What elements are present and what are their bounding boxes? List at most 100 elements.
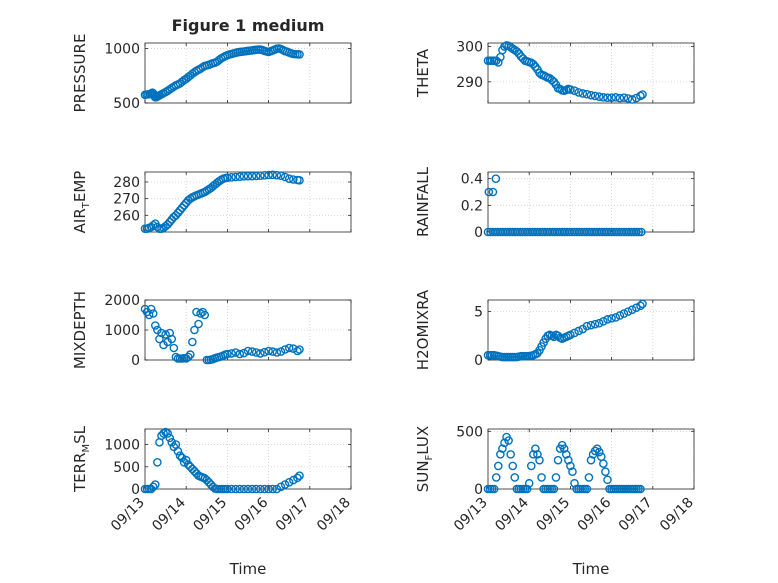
y-tick-label: 500 <box>113 96 140 112</box>
x-tick-label: 09/17 <box>273 495 313 535</box>
data-point <box>171 352 181 362</box>
data-point <box>235 349 245 359</box>
y-tick-label: 290 <box>456 75 483 91</box>
data-point <box>594 447 604 457</box>
data-point <box>636 484 645 494</box>
data-point <box>599 316 608 326</box>
data-point <box>153 458 162 467</box>
data-point <box>632 227 641 237</box>
data-point <box>175 451 185 460</box>
data-point <box>594 92 604 101</box>
data-point <box>293 346 302 356</box>
data-point <box>280 172 290 182</box>
data-point <box>555 84 565 94</box>
data-point <box>607 93 616 103</box>
data-point <box>260 484 269 494</box>
data-point <box>496 450 505 459</box>
data-point <box>276 482 286 492</box>
data-point <box>190 325 199 335</box>
data-point <box>295 345 304 354</box>
data-point <box>256 484 265 494</box>
y-tick-label: 1000 <box>104 323 140 339</box>
data-point <box>179 458 189 467</box>
data-point <box>526 461 536 471</box>
data-point <box>586 320 596 330</box>
data-point <box>636 227 646 237</box>
data-point <box>529 450 538 459</box>
y-axis-label-part: AIR <box>71 208 89 233</box>
data-point <box>161 427 170 437</box>
data-point <box>223 349 232 359</box>
y-axis-label-subscript: F <box>424 454 435 460</box>
y-axis-label: RAINFALL <box>414 166 432 237</box>
data-point <box>243 346 253 356</box>
data-point <box>574 88 583 97</box>
data-point <box>186 350 195 359</box>
data-point <box>570 86 579 95</box>
x-tick-label: 09/14 <box>149 495 189 535</box>
data-point <box>601 467 610 476</box>
data-point <box>223 484 232 494</box>
data-point <box>173 208 183 218</box>
data-point <box>280 345 290 354</box>
data-point <box>566 85 575 94</box>
data-point <box>632 303 641 313</box>
data-point <box>157 328 166 338</box>
data-point <box>549 484 559 494</box>
data-point <box>500 438 509 448</box>
data-point <box>599 93 608 102</box>
x-axis-label: Time <box>572 560 610 578</box>
data-point <box>196 309 205 318</box>
data-point <box>564 455 573 465</box>
y-axis-label-part: EMP <box>71 171 89 202</box>
panel-4: 0 1000 2000 MIXDEPTH <box>71 291 352 369</box>
data-point <box>638 299 647 309</box>
panel-1: 290 300 THETA <box>414 40 695 104</box>
data-point <box>167 334 177 344</box>
data-point <box>223 173 232 182</box>
data-point <box>169 343 179 353</box>
x-tick-label: 09/16 <box>232 495 272 535</box>
axes-box <box>144 428 352 490</box>
data-point <box>636 91 645 101</box>
data-point <box>272 170 282 180</box>
y-tick-label: 0 <box>131 353 140 369</box>
panel-3: 0 0.2 0.4 RAINFALL <box>414 166 695 241</box>
data-point <box>493 461 503 471</box>
data-point <box>235 172 245 181</box>
data-point <box>510 473 520 482</box>
y-tick-label: 0 <box>474 482 483 498</box>
data-point <box>188 337 197 347</box>
data-point <box>177 203 187 213</box>
data-point <box>247 484 257 494</box>
data-point <box>484 187 494 197</box>
axes-box <box>487 171 695 233</box>
data-point <box>276 171 286 180</box>
data-point <box>529 59 538 69</box>
data-point <box>272 484 282 494</box>
y-tick-label: 300 <box>456 40 483 56</box>
data-point <box>194 319 203 329</box>
data-point <box>570 478 579 488</box>
data-point <box>243 484 253 494</box>
data-point <box>489 484 499 494</box>
data-point <box>619 309 629 318</box>
data-point <box>264 346 273 356</box>
x-tick-label: 09/15 <box>533 495 573 535</box>
data-point <box>611 93 621 102</box>
data-point <box>268 347 278 356</box>
panel-7: 0 500 09/13 09/14 09/15 09/16 09/17 09/18 SUNFLU… <box>414 424 697 578</box>
data-point <box>508 461 518 471</box>
axes-box <box>487 299 695 361</box>
data-point <box>295 471 304 480</box>
data-point <box>623 94 633 103</box>
data-point <box>584 473 594 482</box>
data-point <box>493 58 503 67</box>
data-point <box>268 170 278 180</box>
data-point <box>165 433 175 443</box>
data-point <box>264 484 273 494</box>
data-point <box>568 467 577 476</box>
data-point <box>179 201 189 210</box>
data-point <box>295 176 304 185</box>
data-point <box>284 343 294 353</box>
